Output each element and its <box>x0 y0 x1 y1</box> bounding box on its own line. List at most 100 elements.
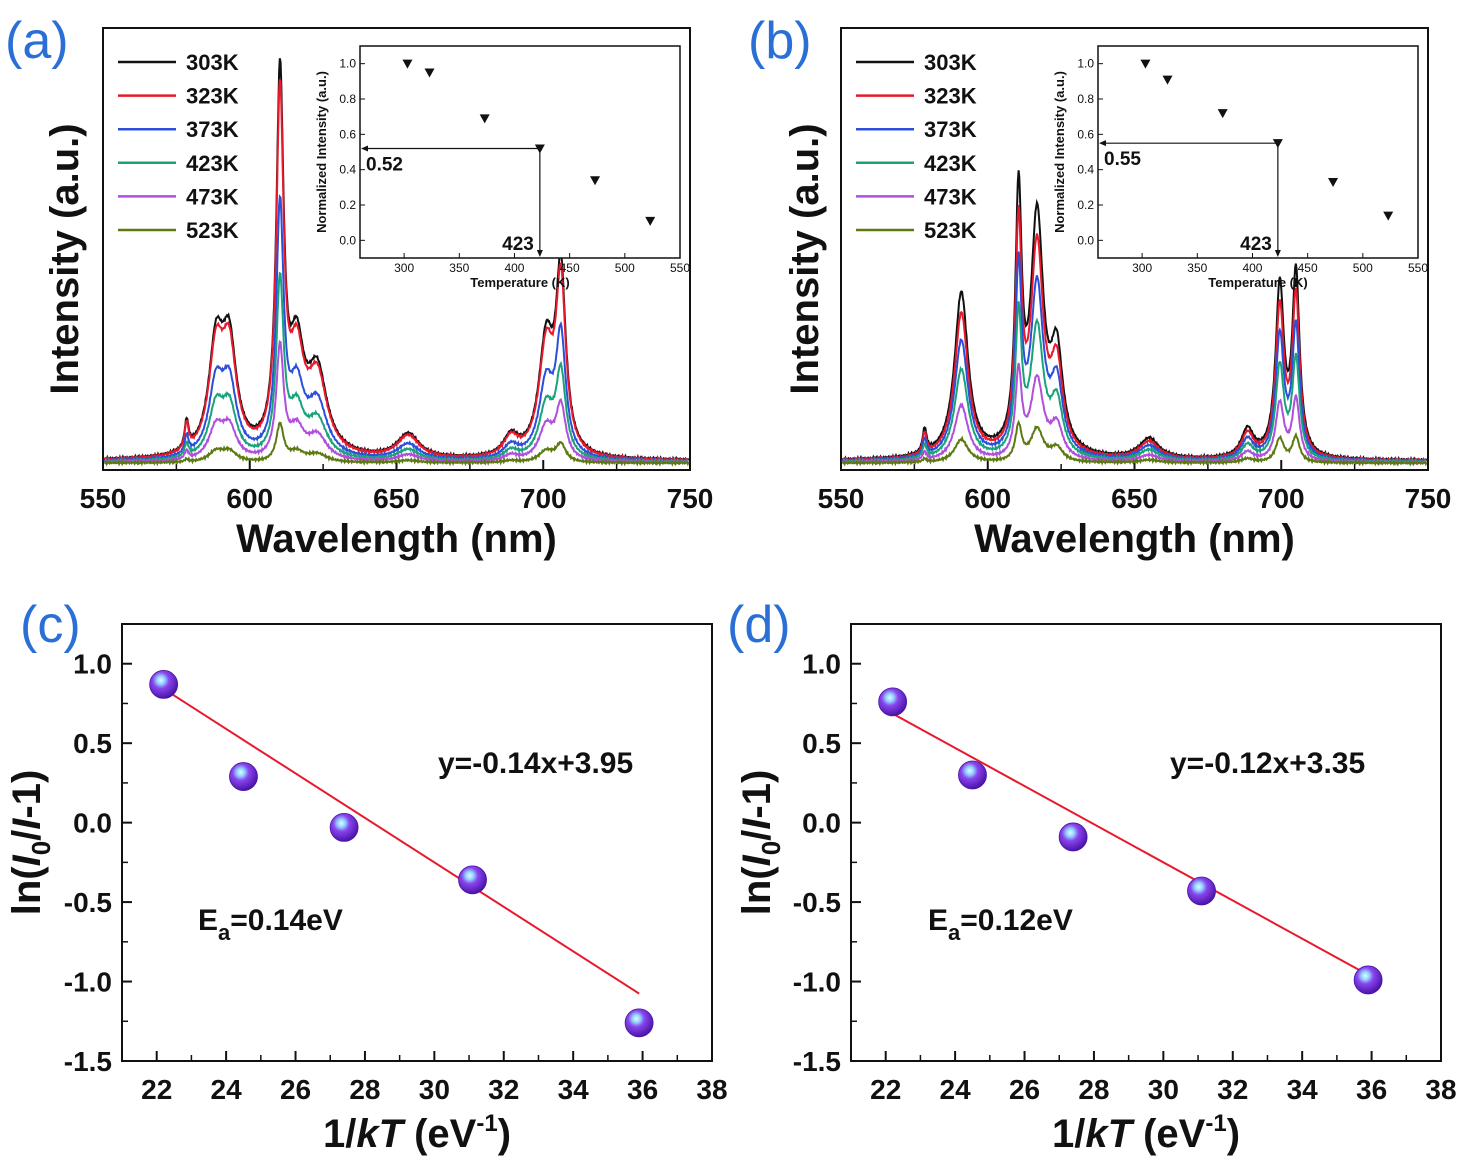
inset-point <box>402 59 413 69</box>
legend-label: 303K <box>924 50 977 75</box>
inset-x-tick-label: 350 <box>449 261 469 275</box>
inset-y-tick-label: 0.4 <box>339 163 356 177</box>
legend-label: 323K <box>186 84 239 109</box>
series-line-323K <box>103 79 690 464</box>
x-tick-label: 24 <box>211 1074 243 1105</box>
series-line-473K <box>841 362 1428 467</box>
data-point <box>1187 876 1216 906</box>
y-axis-title: ln(I0/I-1) <box>735 770 786 916</box>
legend-label: 523K <box>924 218 977 243</box>
inset-x-tick-label: 450 <box>1298 261 1318 275</box>
guide-arrow-down <box>536 250 543 257</box>
legend-label: 523K <box>186 218 239 243</box>
inset-y-tick-label: 0.4 <box>1077 163 1094 177</box>
series-line-423K <box>103 271 689 466</box>
spectrum-panel-b: (b) 550 600 650 700 750 Wavelength (nm) Intensi… <box>748 12 1451 561</box>
y-tick-label: -0.5 <box>793 887 841 918</box>
y-axis-title: Intensity (a.u.) <box>783 123 827 394</box>
y-tick-label: 0.0 <box>73 808 112 839</box>
x-tick-label: 28 <box>349 1074 380 1105</box>
x-tick-label: 30 <box>1148 1074 1179 1105</box>
y-tick-label: -1.0 <box>64 967 112 998</box>
series-line-373K <box>103 194 689 465</box>
x-tick-label: 32 <box>488 1074 519 1105</box>
y-tick-label: -1.5 <box>793 1046 841 1077</box>
inset-y-title: Normalized Intensity (a.u.) <box>1052 71 1067 233</box>
x-tick-label: 28 <box>1078 1074 1109 1105</box>
data-point <box>149 669 179 699</box>
inset-frame <box>1097 45 1419 259</box>
x-tick-label: 700 <box>520 483 567 514</box>
inset-point <box>1217 109 1228 119</box>
x-tick-label: 600 <box>226 483 273 514</box>
inset-point <box>1140 59 1151 69</box>
y-tick-label: 0.5 <box>802 728 841 759</box>
inset-y-tick-label: 0.2 <box>1077 198 1094 212</box>
series-line-473K <box>103 339 690 467</box>
y-tick-label: -0.5 <box>64 887 112 918</box>
x-tick-label: 650 <box>1111 483 1158 514</box>
x-tick-label: 38 <box>696 1074 727 1105</box>
legend-label: 473K <box>924 184 977 209</box>
inset-x-tick-label: 300 <box>394 261 414 275</box>
value-annotation: 0.55 <box>1104 149 1141 170</box>
panel-letter: (b) <box>748 12 812 70</box>
panel-letter: (d) <box>727 596 791 654</box>
x-tick-label: 22 <box>141 1074 172 1105</box>
fit-panel-d: (d) 22 24 26 28 30 32 34 36 38 -1.5 -1.0 -0.5 0.0 0.5 1… <box>727 596 1457 1156</box>
fit-line <box>892 712 1369 976</box>
legend-label: 423K <box>186 151 239 176</box>
inset-x-tick-label: 400 <box>1242 261 1262 275</box>
inset-y-tick-label: 0.0 <box>1077 233 1094 247</box>
inset-point <box>645 216 656 226</box>
inset-x-tick-label: 300 <box>1132 261 1152 275</box>
y-axis-title: ln(I0/I-1) <box>5 770 56 916</box>
panel-letter: (c) <box>20 596 81 654</box>
series-line-523K <box>842 419 1428 467</box>
inset-y-tick-label: 0.0 <box>339 233 356 247</box>
x-tick-label: 32 <box>1217 1074 1248 1105</box>
x-tick-label: 36 <box>1356 1074 1387 1105</box>
data-point <box>1353 965 1383 995</box>
x-tick-label: 22 <box>870 1074 901 1105</box>
x-tick-label: 36 <box>627 1074 658 1105</box>
inset-x-tick-label: 550 <box>1408 261 1428 275</box>
x-tick-label: 550 <box>80 483 127 514</box>
inset-y-tick-label: 0.8 <box>1077 92 1094 106</box>
inset-y-tick-label: 1.0 <box>339 57 356 71</box>
inset-x-title: Temperature (K) <box>470 275 569 290</box>
spectrum-panel-a: (a) 550 600 650 700 750 Wavelength (nm) Intensi… <box>5 12 713 561</box>
y-tick-label: 0.0 <box>802 808 841 839</box>
data-point <box>458 865 487 895</box>
x-axis-title: 1/kT (eV-1) <box>1052 1110 1240 1156</box>
data-point <box>878 687 908 717</box>
y-tick-label: -1.5 <box>64 1046 112 1077</box>
data-point <box>329 813 359 842</box>
data-point <box>229 762 258 791</box>
legend-label: 473K <box>186 184 239 209</box>
inset-chart: 300 350 400 450 500 550 0.0 0.2 0.4 0.6 0.8 1.0 Temp… <box>314 45 690 290</box>
activation-energy-label: Ea=0.14eV <box>198 904 343 945</box>
inset-point <box>1328 178 1339 188</box>
inset-y-tick-label: 1.0 <box>1077 57 1094 71</box>
inset-y-tick-label: 0.8 <box>339 92 356 106</box>
x-tick-label: 26 <box>1009 1074 1040 1105</box>
inset-frame <box>359 45 681 259</box>
legend-label: 303K <box>186 50 239 75</box>
inset-y-tick-label: 0.6 <box>1077 127 1094 141</box>
inset-y-tick-label: 0.2 <box>339 198 356 212</box>
inset-point <box>479 114 490 124</box>
y-tick-label: 1.0 <box>802 649 841 680</box>
fit-equation: y=-0.14x+3.95 <box>438 747 633 780</box>
inset-x-tick-label: 550 <box>670 261 690 275</box>
fit-line <box>163 687 640 995</box>
y-tick-label: 1.0 <box>73 649 112 680</box>
plot-frame <box>121 623 713 1062</box>
inset-y-tick-label: 0.6 <box>339 127 356 141</box>
y-axis-title: Intensity (a.u.) <box>43 123 87 394</box>
x-tick-label: 30 <box>419 1074 450 1105</box>
panel-letter: (a) <box>5 12 69 70</box>
y-tick-label: -1.0 <box>793 967 841 998</box>
guide-arrow-left <box>361 145 368 152</box>
inset-x-tick-label: 500 <box>615 261 635 275</box>
